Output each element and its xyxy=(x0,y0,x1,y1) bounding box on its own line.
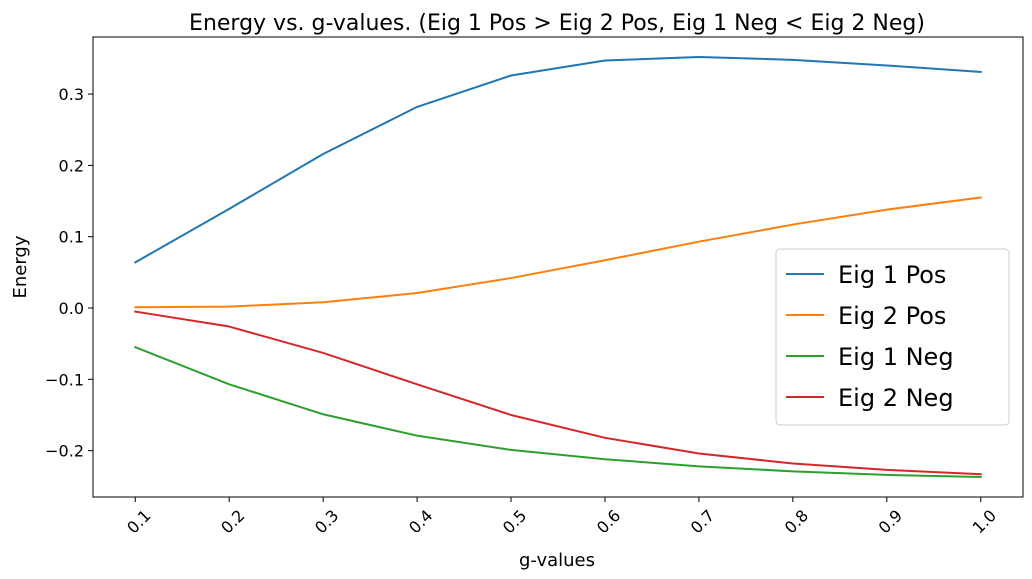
legend-box xyxy=(775,248,1010,426)
legend-entry-label: Eig 1 Neg xyxy=(838,343,954,371)
x-tick-label: 0.1 xyxy=(123,506,154,537)
x-tick-label: 0.6 xyxy=(593,506,624,537)
y-tick-label: 0.1 xyxy=(59,228,84,247)
series-line-4 xyxy=(134,310,982,476)
x-axis-label: g-values xyxy=(519,550,595,571)
y-tick-label: −0.1 xyxy=(45,370,84,389)
series-line-3 xyxy=(133,345,982,479)
legend-entry-label: Eig 2 Neg xyxy=(838,384,954,412)
y-tick-label: −0.2 xyxy=(45,442,84,461)
x-tick-label: 1.0 xyxy=(969,506,1000,537)
y-axis-label: Energy xyxy=(10,235,31,298)
legend-entry-label: Eig 2 Pos xyxy=(838,302,946,330)
x-tick-label: 0.2 xyxy=(217,506,248,537)
x-tick-label: 0.4 xyxy=(405,506,436,537)
x-tick-label: 0.7 xyxy=(687,506,718,537)
x-tick-label: 0.3 xyxy=(311,506,342,537)
axes-frame xyxy=(92,36,1024,498)
y-tick-label: 0.2 xyxy=(59,156,84,175)
series-line-2 xyxy=(134,196,982,309)
series-line-1 xyxy=(133,55,982,264)
chart-title: Energy vs. g-values. (Eig 1 Pos > Eig 2 … xyxy=(189,11,925,36)
x-tick-label: 0.8 xyxy=(781,506,812,537)
legend-entry-label: Eig 1 Pos xyxy=(838,261,946,289)
y-tick-label: 0.3 xyxy=(59,85,84,104)
legend: Eig 1 Pos Eig 2 Pos Eig 1 Neg Eig 2 Neg xyxy=(775,248,1010,426)
y-tick-label: 0.0 xyxy=(59,299,84,318)
x-tick-label: 0.5 xyxy=(499,506,530,537)
x-tick-label: 0.9 xyxy=(875,506,906,537)
